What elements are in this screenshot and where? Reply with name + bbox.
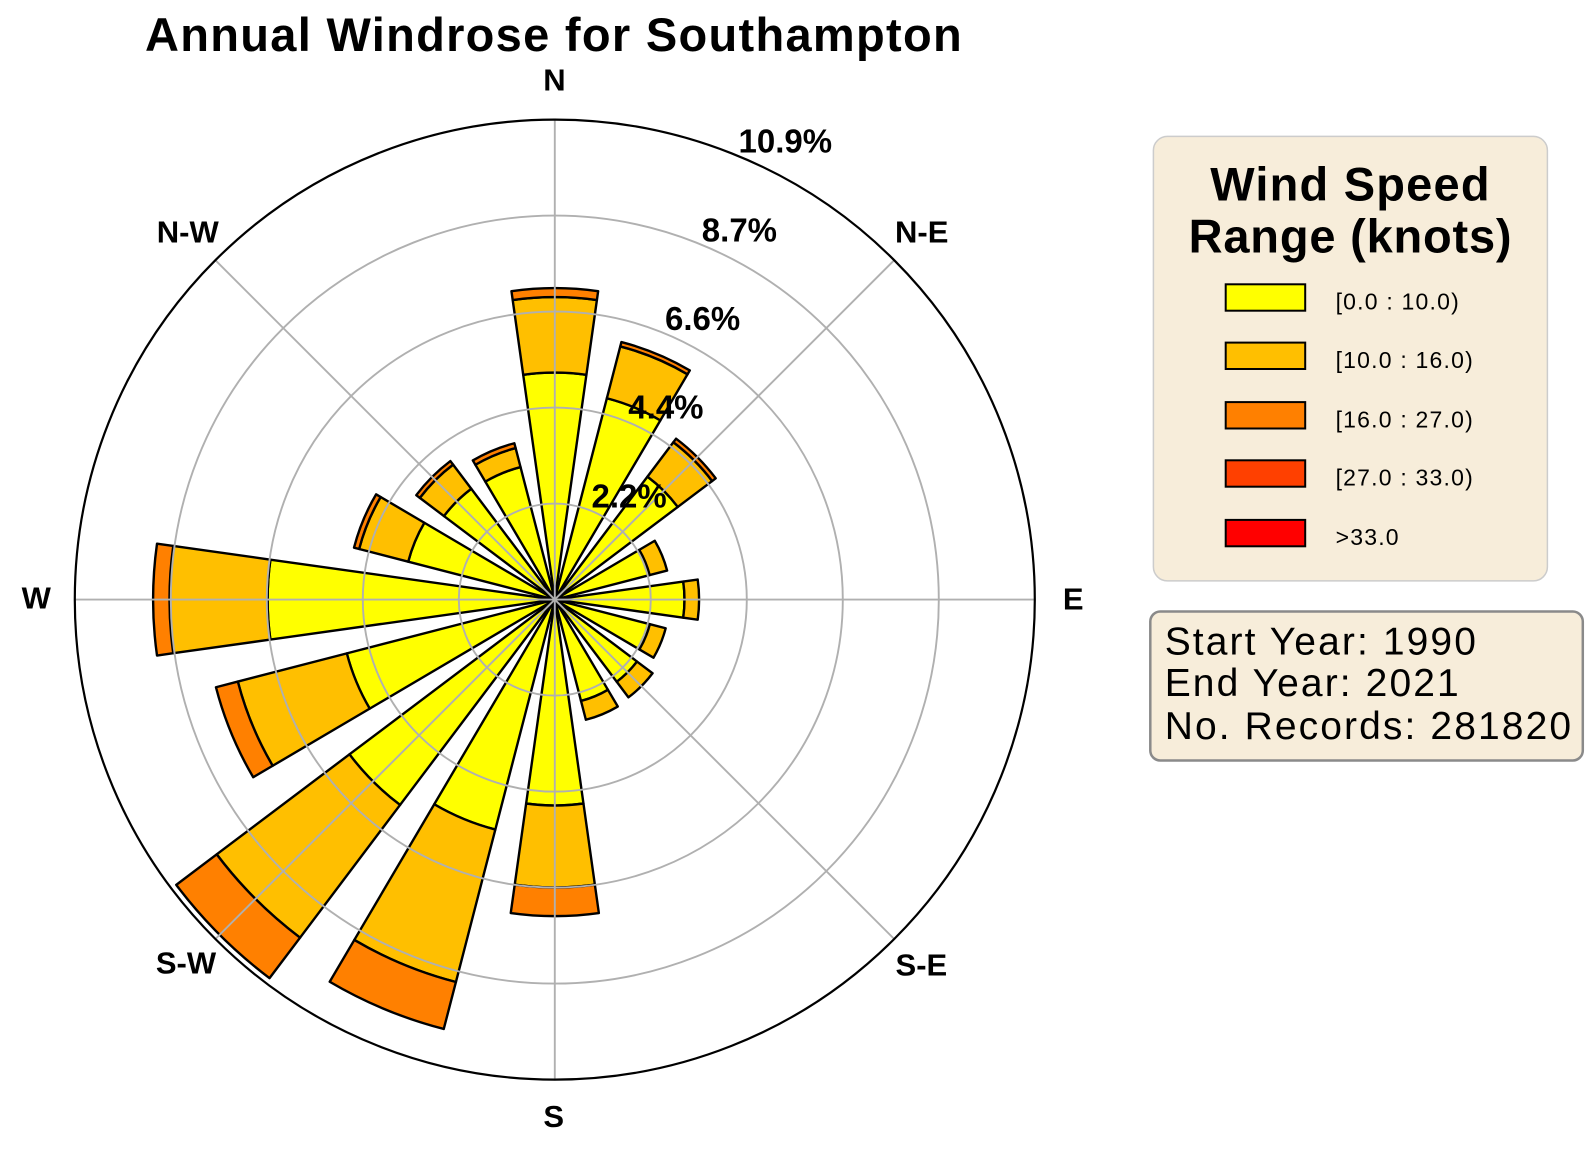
svg-text:E: E [1063, 581, 1084, 616]
svg-text:End Year: 2021: End Year: 2021 [1165, 662, 1461, 705]
svg-text:Start Year: 1990: Start Year: 1990 [1165, 620, 1478, 663]
svg-text:8.7%: 8.7% [702, 211, 777, 248]
svg-text:6.6%: 6.6% [665, 300, 740, 337]
svg-text:[10.0 : 16.0): [10.0 : 16.0) [1336, 347, 1474, 373]
svg-text:N: N [543, 63, 565, 98]
svg-text:N-W: N-W [157, 214, 220, 249]
svg-text:Wind Speed: Wind Speed [1210, 158, 1491, 211]
svg-text:S-W: S-W [156, 946, 217, 981]
svg-text:Annual Windrose for Southampto: Annual Windrose for Southampton [145, 8, 963, 61]
svg-text:2.2%: 2.2% [592, 477, 667, 514]
svg-text:[16.0 : 27.0): [16.0 : 27.0) [1336, 406, 1474, 432]
svg-text:N-E: N-E [895, 215, 948, 250]
svg-text:No. Records: 281820: No. Records: 281820 [1165, 705, 1573, 748]
svg-text:>33.0: >33.0 [1336, 524, 1400, 550]
svg-text:S-E: S-E [896, 948, 948, 983]
svg-text:[27.0 : 33.0): [27.0 : 33.0) [1336, 465, 1474, 491]
svg-text:[0.0 : 10.0): [0.0 : 10.0) [1336, 289, 1460, 315]
svg-text:Range (knots): Range (knots) [1189, 210, 1513, 263]
svg-text:10.9%: 10.9% [739, 123, 833, 160]
svg-text:S: S [543, 1099, 564, 1134]
svg-text:4.4%: 4.4% [628, 389, 703, 426]
svg-text:W: W [22, 580, 52, 615]
